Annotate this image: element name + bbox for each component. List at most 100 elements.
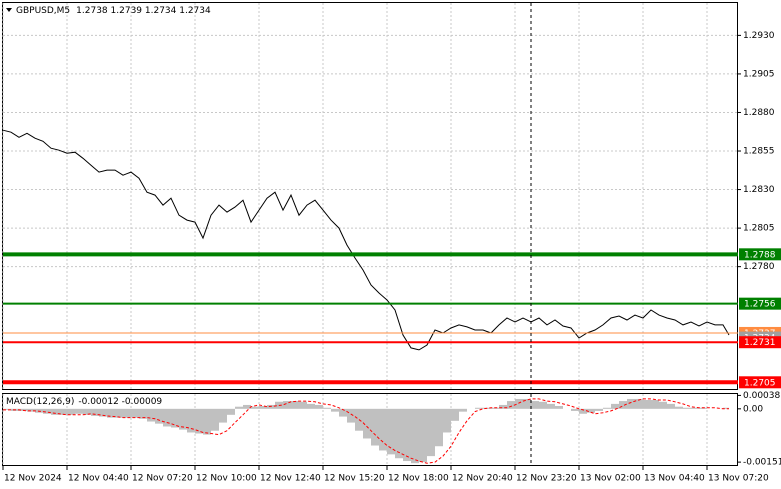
macd-bar <box>307 403 315 409</box>
y-tick-label: 1.2930 <box>743 31 775 41</box>
macd-bar <box>235 406 243 409</box>
level-label: 1.2705 <box>744 378 776 388</box>
level-label-box <box>739 376 781 389</box>
macd-bar <box>643 400 651 409</box>
macd-bar <box>587 408 595 413</box>
level-label-box <box>739 297 781 310</box>
macd-bar <box>507 401 515 409</box>
macd-bar <box>83 408 91 415</box>
y-tick-label: 1.2880 <box>743 108 775 118</box>
macd-bar <box>443 408 451 433</box>
macd-bar <box>163 408 171 427</box>
macd-bar <box>323 407 331 409</box>
macd-bar <box>603 407 611 409</box>
macd-bar <box>515 398 523 409</box>
macd-bar <box>131 408 139 418</box>
level-label: 1.2731 <box>744 338 776 348</box>
macd-bar <box>251 406 259 409</box>
macd-bar <box>339 408 347 417</box>
macd-bar <box>115 408 123 418</box>
macd-bar <box>451 408 459 421</box>
macd-bar <box>267 404 275 409</box>
x-tick-label: 13 Nov 02:00 <box>580 474 641 484</box>
macd-bar <box>675 406 683 409</box>
macd-bar <box>555 406 563 409</box>
x-tick-label: 12 Nov 20:40 <box>452 474 513 484</box>
macd-bar <box>219 408 227 423</box>
macd-bar <box>331 408 339 412</box>
macd-bar <box>723 407 729 409</box>
macd-bar <box>187 408 195 433</box>
macd-bar <box>19 408 27 411</box>
macd-panel-frame <box>2 393 738 466</box>
macd-bar <box>243 404 251 409</box>
macd-bar <box>227 408 235 415</box>
macd-bar <box>403 408 411 462</box>
macd-bar <box>315 404 323 409</box>
price-line <box>2 129 730 351</box>
macd-bar <box>51 408 59 415</box>
macd-bar <box>211 408 219 431</box>
y-tick-label: -0.00151 <box>743 458 781 468</box>
macd-bar <box>523 398 531 409</box>
macd-bar <box>579 408 587 414</box>
y-tick-label: 1.2905 <box>743 69 775 79</box>
macd-bar <box>635 398 643 409</box>
level-label: 1.2788 <box>744 250 776 260</box>
macd-bar <box>291 401 299 409</box>
macd-bar <box>147 408 155 422</box>
y-tick-label: 1.2855 <box>743 147 775 157</box>
x-tick-label: 13 Nov 07:20 <box>708 474 769 484</box>
macd-bar <box>3 408 11 410</box>
macd-bar <box>691 407 699 409</box>
x-tick-label: 12 Nov 2024 <box>4 474 62 484</box>
x-tick-label: 13 Nov 04:40 <box>644 474 705 484</box>
macd-bar <box>259 406 267 409</box>
macd-bar <box>531 401 539 409</box>
macd-bar <box>203 408 211 435</box>
macd-title: MACD(12,26,9) <box>6 397 74 407</box>
macd-bar <box>91 408 99 416</box>
macd-bar <box>371 408 379 446</box>
macd-bar <box>363 408 371 439</box>
x-tick-label: 12 Nov 23:20 <box>516 474 577 484</box>
macd-bar <box>67 408 75 415</box>
macd-bar <box>475 407 483 409</box>
level-label: 1.2756 <box>744 300 776 310</box>
macd-bar <box>411 408 419 464</box>
macd-bar <box>195 408 203 434</box>
y-tick-label: 1.2830 <box>743 185 775 195</box>
x-tick-label: 12 Nov 12:40 <box>260 474 321 484</box>
symbol-header: GBPUSD,M5 1.2738 1.2739 1.2734 1.2734 <box>16 6 211 16</box>
ohlc-values: 1.2738 1.2739 1.2734 1.2734 <box>76 6 211 16</box>
x-tick-label: 12 Nov 15:20 <box>324 474 385 484</box>
macd-bar <box>347 408 355 423</box>
macd-bar <box>99 408 107 417</box>
macd-bar <box>435 408 443 447</box>
macd-bar <box>155 408 163 424</box>
macd-bar <box>539 401 547 409</box>
macd-bar <box>123 408 131 418</box>
macd-bar <box>139 408 147 419</box>
macd-bar <box>43 408 51 414</box>
macd-bar <box>395 408 403 459</box>
macd-bar <box>75 408 83 414</box>
x-tick-label: 12 Nov 18:00 <box>388 474 449 484</box>
macd-bar <box>571 408 579 411</box>
macd-bar <box>683 407 691 409</box>
signal-line <box>3 398 729 464</box>
macd-bar <box>171 408 179 428</box>
macd-bar <box>283 401 291 409</box>
macd-bar <box>107 408 115 418</box>
x-tick-label: 12 Nov 10:00 <box>196 474 257 484</box>
x-tick-label: 12 Nov 07:20 <box>132 474 193 484</box>
y-tick-label: 0.00038 <box>743 391 780 401</box>
y-tick-label: 0.00 <box>743 404 763 414</box>
macd-bar <box>499 404 507 409</box>
macd-bar <box>179 408 187 430</box>
macd-bar <box>59 408 67 415</box>
macd-bar <box>379 408 387 451</box>
macd-bar <box>595 408 603 411</box>
symbol-menu-icon[interactable] <box>6 8 12 12</box>
